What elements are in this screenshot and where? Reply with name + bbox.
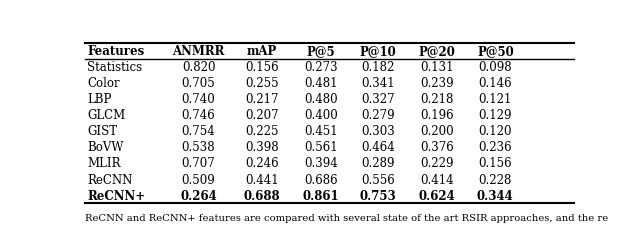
Text: 0.451: 0.451 xyxy=(304,125,337,138)
Text: 0.146: 0.146 xyxy=(479,77,512,90)
Text: ReCNN: ReCNN xyxy=(88,173,133,186)
Text: 0.341: 0.341 xyxy=(362,77,395,90)
Text: 0.131: 0.131 xyxy=(420,61,454,74)
Text: 0.273: 0.273 xyxy=(304,61,337,74)
Text: P@50: P@50 xyxy=(477,45,514,58)
Text: 0.480: 0.480 xyxy=(304,93,337,106)
Text: P@10: P@10 xyxy=(360,45,396,58)
Text: 0.746: 0.746 xyxy=(182,109,216,122)
Text: 0.481: 0.481 xyxy=(304,77,337,90)
Text: 0.344: 0.344 xyxy=(477,189,514,202)
Text: mAP: mAP xyxy=(247,45,277,58)
Text: P@20: P@20 xyxy=(419,45,455,58)
Text: 0.624: 0.624 xyxy=(419,189,455,202)
Text: 0.255: 0.255 xyxy=(245,77,279,90)
Text: 0.129: 0.129 xyxy=(479,109,512,122)
Text: 0.200: 0.200 xyxy=(420,125,454,138)
Text: 0.753: 0.753 xyxy=(360,189,396,202)
Text: 0.225: 0.225 xyxy=(245,125,279,138)
Text: 0.538: 0.538 xyxy=(182,141,216,154)
Text: 0.400: 0.400 xyxy=(304,109,337,122)
Text: 0.303: 0.303 xyxy=(361,125,395,138)
Text: 0.182: 0.182 xyxy=(362,61,395,74)
Text: 0.207: 0.207 xyxy=(245,109,279,122)
Text: Statistics: Statistics xyxy=(88,61,143,74)
Text: 0.414: 0.414 xyxy=(420,173,454,186)
Text: 0.239: 0.239 xyxy=(420,77,454,90)
Text: 0.707: 0.707 xyxy=(182,157,216,170)
Text: 0.754: 0.754 xyxy=(182,125,216,138)
Text: 0.156: 0.156 xyxy=(245,61,279,74)
Text: 0.688: 0.688 xyxy=(244,189,280,202)
Text: 0.441: 0.441 xyxy=(245,173,279,186)
Text: Features: Features xyxy=(88,45,145,58)
Text: 0.561: 0.561 xyxy=(304,141,337,154)
Text: 0.121: 0.121 xyxy=(479,93,512,106)
Text: 0.279: 0.279 xyxy=(362,109,395,122)
Text: MLIR: MLIR xyxy=(88,157,121,170)
Text: P@5: P@5 xyxy=(307,45,335,58)
Text: 0.217: 0.217 xyxy=(245,93,279,106)
Text: 0.686: 0.686 xyxy=(304,173,337,186)
Text: 0.228: 0.228 xyxy=(479,173,512,186)
Text: 0.509: 0.509 xyxy=(182,173,216,186)
Text: 0.156: 0.156 xyxy=(479,157,512,170)
Text: 0.861: 0.861 xyxy=(302,189,339,202)
Text: 0.289: 0.289 xyxy=(362,157,395,170)
Text: ReCNN+: ReCNN+ xyxy=(88,189,145,202)
Text: 0.120: 0.120 xyxy=(479,125,512,138)
Text: Color: Color xyxy=(88,77,120,90)
Text: 0.218: 0.218 xyxy=(420,93,453,106)
Text: LBP: LBP xyxy=(88,93,112,106)
Text: ANMRR: ANMRR xyxy=(172,45,225,58)
Text: 0.556: 0.556 xyxy=(361,173,395,186)
Text: 0.376: 0.376 xyxy=(420,141,454,154)
Text: 0.229: 0.229 xyxy=(420,157,454,170)
Text: 0.740: 0.740 xyxy=(182,93,216,106)
Text: 0.236: 0.236 xyxy=(479,141,512,154)
Text: 0.327: 0.327 xyxy=(362,93,395,106)
Text: GLCM: GLCM xyxy=(88,109,125,122)
Text: 0.246: 0.246 xyxy=(245,157,279,170)
Text: 0.098: 0.098 xyxy=(479,61,512,74)
Text: GIST: GIST xyxy=(88,125,118,138)
Text: 0.398: 0.398 xyxy=(245,141,279,154)
Text: 0.264: 0.264 xyxy=(180,189,217,202)
Text: 0.820: 0.820 xyxy=(182,61,215,74)
Text: 0.394: 0.394 xyxy=(304,157,337,170)
Text: 0.196: 0.196 xyxy=(420,109,454,122)
Text: ReCNN and ReCNN+ features are compared with several state of the art RSIR approa: ReCNN and ReCNN+ features are compared w… xyxy=(85,213,608,222)
Text: 0.464: 0.464 xyxy=(361,141,395,154)
Text: 0.705: 0.705 xyxy=(182,77,216,90)
Text: BoVW: BoVW xyxy=(88,141,124,154)
